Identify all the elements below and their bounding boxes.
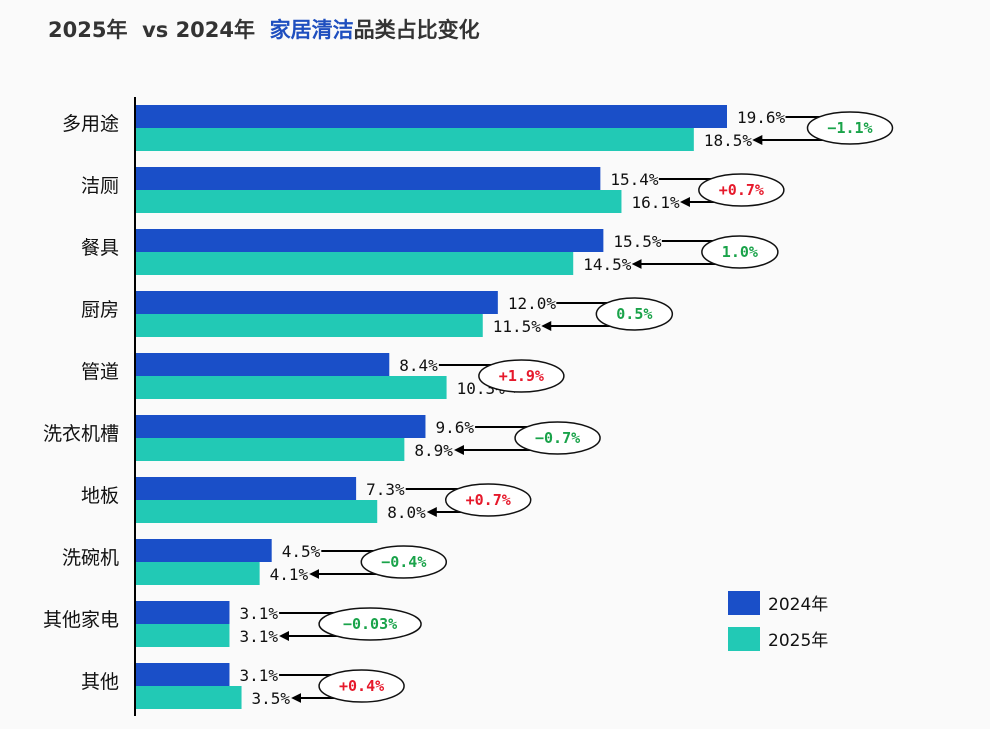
- change-label-8: −0.03%: [343, 615, 397, 633]
- value-label-2024-7: 4.5%: [282, 542, 321, 561]
- change-ellipse-7: [360, 545, 448, 579]
- bar-2024-8: [136, 601, 230, 624]
- value-label-2024-2: 15.5%: [613, 232, 662, 251]
- value-label-2024-4: 8.4%: [399, 356, 438, 375]
- value-label-2025-5: 8.9%: [414, 441, 453, 460]
- change-label-1: +0.7%: [719, 181, 764, 199]
- title-suffix: 品类占比变化: [353, 18, 480, 42]
- change-ellipse-8: [318, 607, 422, 641]
- change-ellipse-5: [514, 421, 601, 455]
- bar-2024-3: [136, 291, 498, 314]
- chart-title: 2025年 vs 2024年 家居清洁品类占比变化: [48, 14, 480, 44]
- bar-2024-0: [136, 105, 727, 128]
- bar-2025-0: [136, 128, 694, 151]
- legend-label-1: 2025年: [768, 631, 828, 651]
- value-label-2025-9: 3.5%: [252, 689, 291, 708]
- bar-2025-2: [136, 252, 574, 275]
- bar-2024-9: [136, 663, 230, 686]
- change-ellipse-6: [444, 483, 532, 517]
- bar-2024-4: [136, 353, 390, 376]
- category-label-4: 管道: [81, 361, 119, 383]
- bar-2024-6: [136, 477, 357, 500]
- value-label-2025-6: 8.0%: [387, 503, 426, 522]
- legend: 2024年 2025年: [728, 591, 828, 651]
- legend-label-0: 2024年: [768, 595, 828, 615]
- title-highlight: 家居清洁: [269, 18, 354, 42]
- category-label-5: 洗衣机槽: [43, 423, 119, 445]
- value-label-2025-2: 14.5%: [583, 255, 632, 274]
- category-label-7: 洗碗机: [62, 547, 119, 569]
- value-label-2025-7: 4.1%: [270, 565, 309, 584]
- change-ellipse-2: [701, 235, 779, 269]
- bar-2024-7: [136, 539, 272, 562]
- change-ellipse-0: [806, 111, 894, 145]
- category-label-8: 其他家电: [43, 609, 119, 631]
- value-label-2024-6: 7.3%: [366, 480, 405, 499]
- change-label-9: +0.4%: [339, 677, 384, 695]
- bar-2025-9: [136, 686, 242, 709]
- bar-2024-1: [136, 167, 601, 190]
- value-label-2024-3: 12.0%: [508, 294, 557, 313]
- bar-2024-5: [136, 415, 426, 438]
- value-label-2025-0: 18.5%: [704, 131, 753, 150]
- category-label-9: 其他: [81, 671, 119, 693]
- bar-2025-6: [136, 500, 378, 523]
- value-label-2024-1: 15.4%: [610, 170, 659, 189]
- value-label-2024-9: 3.1%: [239, 666, 278, 685]
- change-ellipse-4: [478, 359, 565, 393]
- value-label-2024-5: 9.6%: [435, 418, 474, 437]
- change-label-0: −1.1%: [827, 119, 872, 137]
- bar-2025-8: [136, 624, 230, 647]
- change-label-4: +1.9%: [499, 367, 544, 385]
- change-label-2: 1.0%: [722, 243, 758, 261]
- bar-2025-3: [136, 314, 483, 337]
- bar-2025-7: [136, 562, 260, 585]
- change-label-6: +0.7%: [466, 491, 511, 509]
- change-ellipse-9: [318, 669, 405, 703]
- change-label-7: −0.4%: [381, 553, 426, 571]
- legend-swatch-2025年: [728, 627, 760, 651]
- value-label-2024-0: 19.6%: [737, 108, 786, 127]
- category-label-3: 厨房: [81, 299, 119, 321]
- bar-2025-5: [136, 438, 405, 461]
- category-label-0: 多用途: [62, 113, 119, 135]
- change-label-3: 0.5%: [616, 305, 652, 323]
- title-prefix: 2025年 vs 2024年: [48, 18, 270, 42]
- bar-2025-1: [136, 190, 622, 213]
- change-ellipse-3: [595, 297, 674, 331]
- value-label-2025-8: 3.1%: [239, 627, 278, 646]
- value-label-2024-8: 3.1%: [239, 604, 278, 623]
- category-label-6: 地板: [81, 485, 119, 507]
- bar-2025-4: [136, 376, 447, 399]
- category-label-2: 餐具: [81, 237, 119, 259]
- category-label-1: 洁厕: [81, 175, 119, 197]
- change-ellipse-1: [698, 173, 785, 207]
- legend-swatch-2024年: [728, 591, 760, 615]
- change-label-5: −0.7%: [535, 429, 580, 447]
- value-label-2025-3: 11.5%: [493, 317, 542, 336]
- bar-2024-2: [136, 229, 604, 252]
- value-label-2025-1: 16.1%: [631, 193, 680, 212]
